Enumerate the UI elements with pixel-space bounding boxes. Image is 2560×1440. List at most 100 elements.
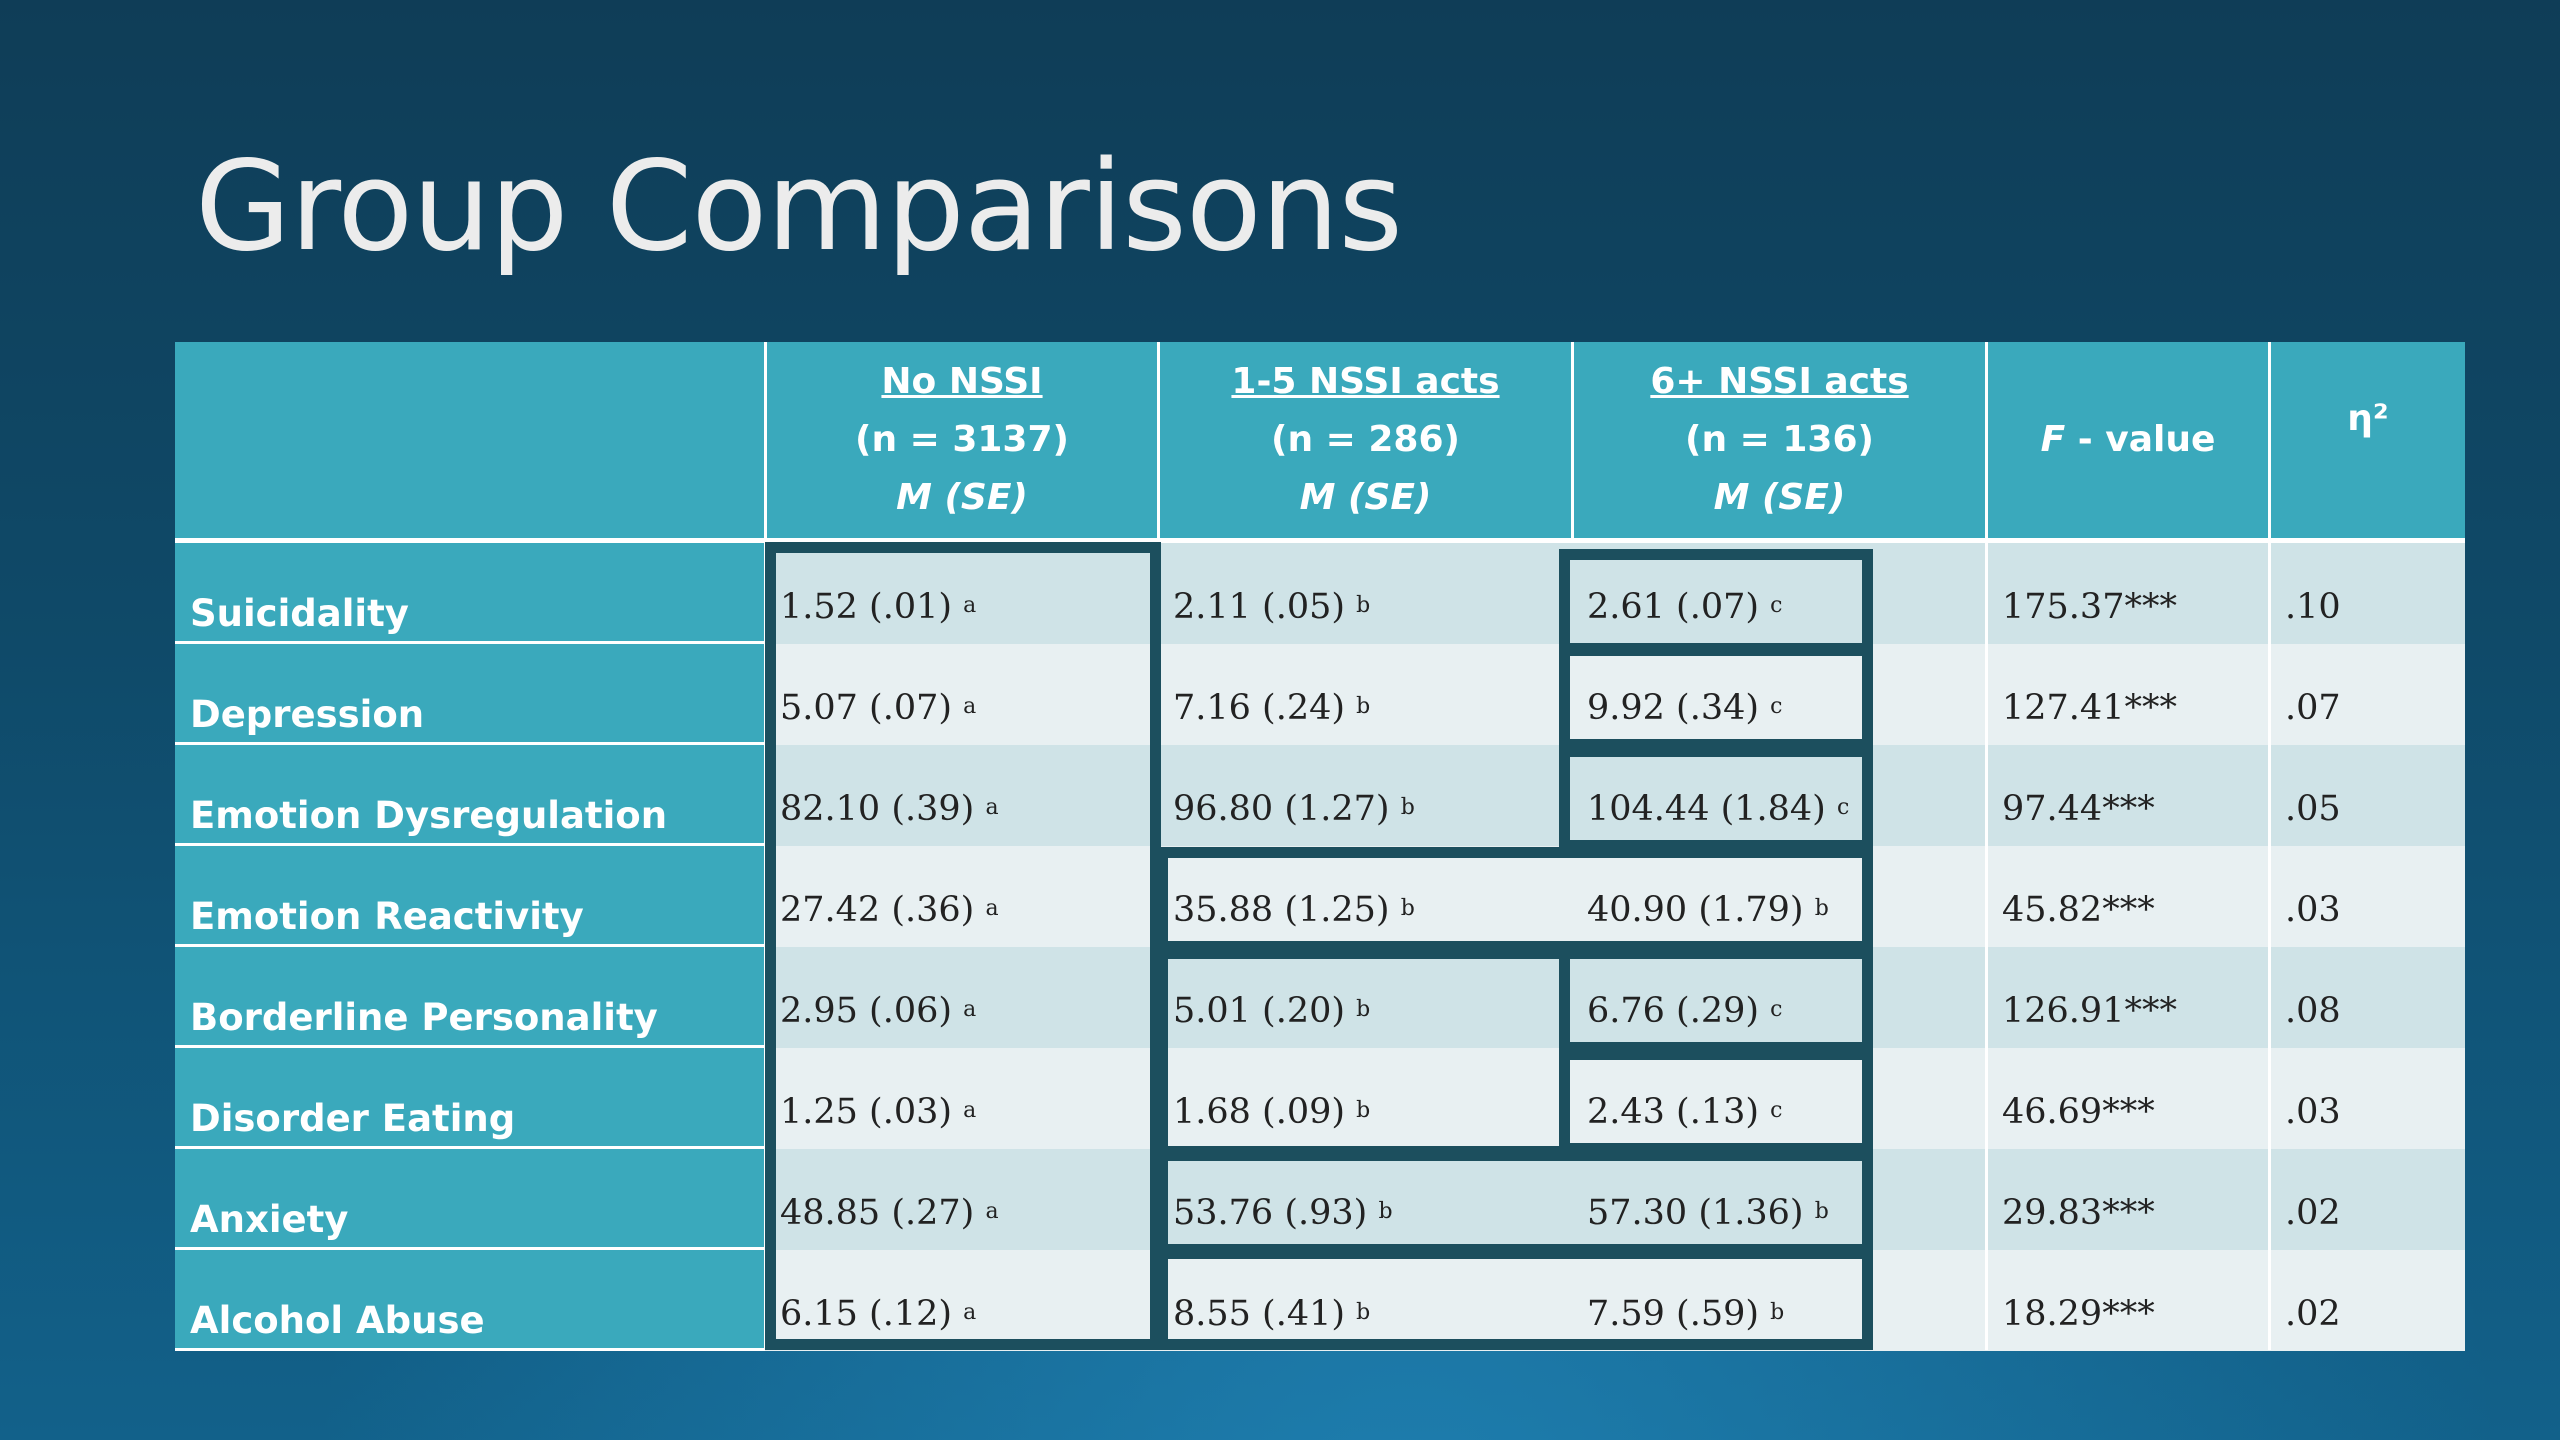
cell-c3: 9.92 (.34) c	[1587, 688, 1783, 728]
header-6-plus-nssi-n: (n = 136)	[1685, 419, 1874, 460]
row-divider	[175, 1045, 765, 1048]
header-eta: η²	[2271, 342, 2465, 538]
table-header	[175, 342, 2465, 538]
cell-eta: .08	[2285, 991, 2341, 1031]
cell-value: 5.01 (.20)	[1173, 991, 1346, 1031]
cell-superscript: a	[963, 997, 977, 1022]
cell-c2: 53.76 (.93) b	[1173, 1193, 1393, 1233]
cell-superscript: c	[1770, 694, 1783, 719]
cell-c3: 104.44 (1.84) c	[1587, 789, 1849, 829]
group-box-no-nssi	[765, 542, 1161, 1350]
header-no-nssi: No NSSI (n = 3137) M (SE)	[767, 342, 1157, 538]
header-1-5-nssi-n: (n = 286)	[1271, 419, 1460, 460]
row-divider	[175, 641, 765, 644]
cell-superscript: c	[1770, 1098, 1783, 1123]
grid-line	[1157, 342, 1160, 538]
header-divider	[175, 538, 2465, 543]
grid-line	[1571, 342, 1574, 538]
cell-superscript: b	[1378, 1199, 1393, 1224]
cell-c1: 82.10 (.39) a	[780, 789, 999, 829]
cell-f-value: 45.82***	[2002, 890, 2155, 930]
group-box-dysregulation-6plus	[1559, 746, 1873, 851]
row-label: Emotion Reactivity	[175, 846, 765, 944]
row-divider	[175, 1146, 765, 1149]
row-label: Suicidality	[175, 543, 765, 641]
cell-superscript: a	[985, 1199, 999, 1224]
cell-c2: 7.16 (.24) b	[1173, 688, 1370, 728]
cell-f-value: 18.29***	[2002, 1294, 2155, 1334]
cell-value: 40.90 (1.79)	[1587, 890, 1804, 930]
row-divider	[175, 944, 765, 947]
cell-value: 35.88 (1.25)	[1173, 890, 1390, 930]
cell-eta: .05	[2285, 789, 2341, 829]
row-label: Depression	[175, 644, 765, 742]
cell-c2: 96.80 (1.27) b	[1173, 789, 1415, 829]
header-1-5-nssi-label: 1-5 NSSI acts	[1231, 361, 1500, 402]
cell-eta: .02	[2285, 1193, 2341, 1233]
cell-value: 82.10 (.39)	[780, 789, 975, 829]
cell-value: 2.11 (.05)	[1173, 587, 1346, 627]
cell-superscript: a	[985, 896, 999, 921]
cell-c1: 2.95 (.06) a	[780, 991, 976, 1031]
row-label: Borderline Personality	[175, 947, 765, 1045]
cell-superscript: b	[1400, 795, 1415, 820]
cell-c1: 5.07 (.07) a	[780, 688, 976, 728]
cell-superscript: b	[1356, 593, 1371, 618]
cell-value: 7.16 (.24)	[1173, 688, 1346, 728]
cell-c2: 35.88 (1.25) b	[1173, 890, 1415, 930]
cell-value: 48.85 (.27)	[780, 1193, 975, 1233]
header-f-italic: F	[2040, 419, 2066, 460]
group-box-borderline-6plus	[1559, 948, 1873, 1053]
cell-value: 96.80 (1.27)	[1173, 789, 1390, 829]
cell-c2: 8.55 (.41) b	[1173, 1294, 1370, 1334]
row-divider	[175, 1247, 765, 1250]
header-6-plus-nssi-label: 6+ NSSI acts	[1650, 361, 1909, 402]
cell-superscript: c	[1836, 795, 1850, 820]
cell-value: 6.15 (.12)	[780, 1294, 953, 1334]
cell-superscript: b	[1770, 1300, 1785, 1325]
cell-superscript: a	[963, 694, 977, 719]
cell-value: 104.44 (1.84)	[1587, 789, 1826, 829]
cell-value: 1.68 (.09)	[1173, 1092, 1346, 1132]
cell-superscript: a	[963, 593, 977, 618]
cell-superscript: c	[1770, 997, 1783, 1022]
cell-value: 8.55 (.41)	[1173, 1294, 1346, 1334]
slide-title: Group Comparisons	[195, 135, 1403, 279]
cell-c3: 57.30 (1.36) b	[1587, 1193, 1829, 1233]
cell-c1: 27.42 (.36) a	[780, 890, 999, 930]
cell-value: 27.42 (.36)	[780, 890, 975, 930]
grid-line	[1985, 342, 1988, 1350]
header-no-nssi-stat: M (SE)	[896, 477, 1028, 518]
cell-c1: 48.85 (.27) a	[780, 1193, 999, 1233]
header-f-rest: - value	[2065, 419, 2216, 460]
group-box-eating-6plus	[1559, 1049, 1873, 1154]
cell-value: 6.76 (.29)	[1587, 991, 1760, 1031]
row-divider	[175, 742, 765, 745]
cell-superscript: a	[963, 1098, 977, 1123]
cell-c3: 40.90 (1.79) b	[1587, 890, 1829, 930]
group-box-alcohol	[1157, 1248, 1873, 1350]
header-no-nssi-label: No NSSI	[881, 361, 1043, 402]
table-row	[765, 745, 2465, 846]
cell-value: 1.52 (.01)	[780, 587, 953, 627]
header-6-plus-nssi: 6+ NSSI acts (n = 136) M (SE)	[1574, 342, 1985, 538]
cell-c1: 1.25 (.03) a	[780, 1092, 976, 1132]
cell-c1: 6.15 (.12) a	[780, 1294, 976, 1334]
cell-superscript: b	[1814, 1199, 1829, 1224]
cell-f-value: 29.83***	[2002, 1193, 2155, 1233]
grid-line	[2268, 342, 2271, 1350]
cell-superscript: b	[1814, 896, 1829, 921]
table-row	[765, 1250, 2465, 1351]
cell-superscript: b	[1356, 694, 1371, 719]
cell-c3: 6.76 (.29) c	[1587, 991, 1783, 1031]
cell-superscript: a	[963, 1300, 977, 1325]
cell-value: 7.59 (.59)	[1587, 1294, 1760, 1334]
cell-f-value: 127.41***	[2002, 688, 2177, 728]
cell-c2: 2.11 (.05) b	[1173, 587, 1370, 627]
cell-value: 2.43 (.13)	[1587, 1092, 1760, 1132]
comparison-table: Suicidality 1.52 (.01) a 2.11 (.05) b 2.61 …	[175, 342, 2465, 1351]
cell-superscript: b	[1356, 1098, 1371, 1123]
cell-superscript: b	[1400, 896, 1415, 921]
row-label: Disorder Eating	[175, 1048, 765, 1146]
header-f-value: F - value	[1988, 342, 2268, 538]
